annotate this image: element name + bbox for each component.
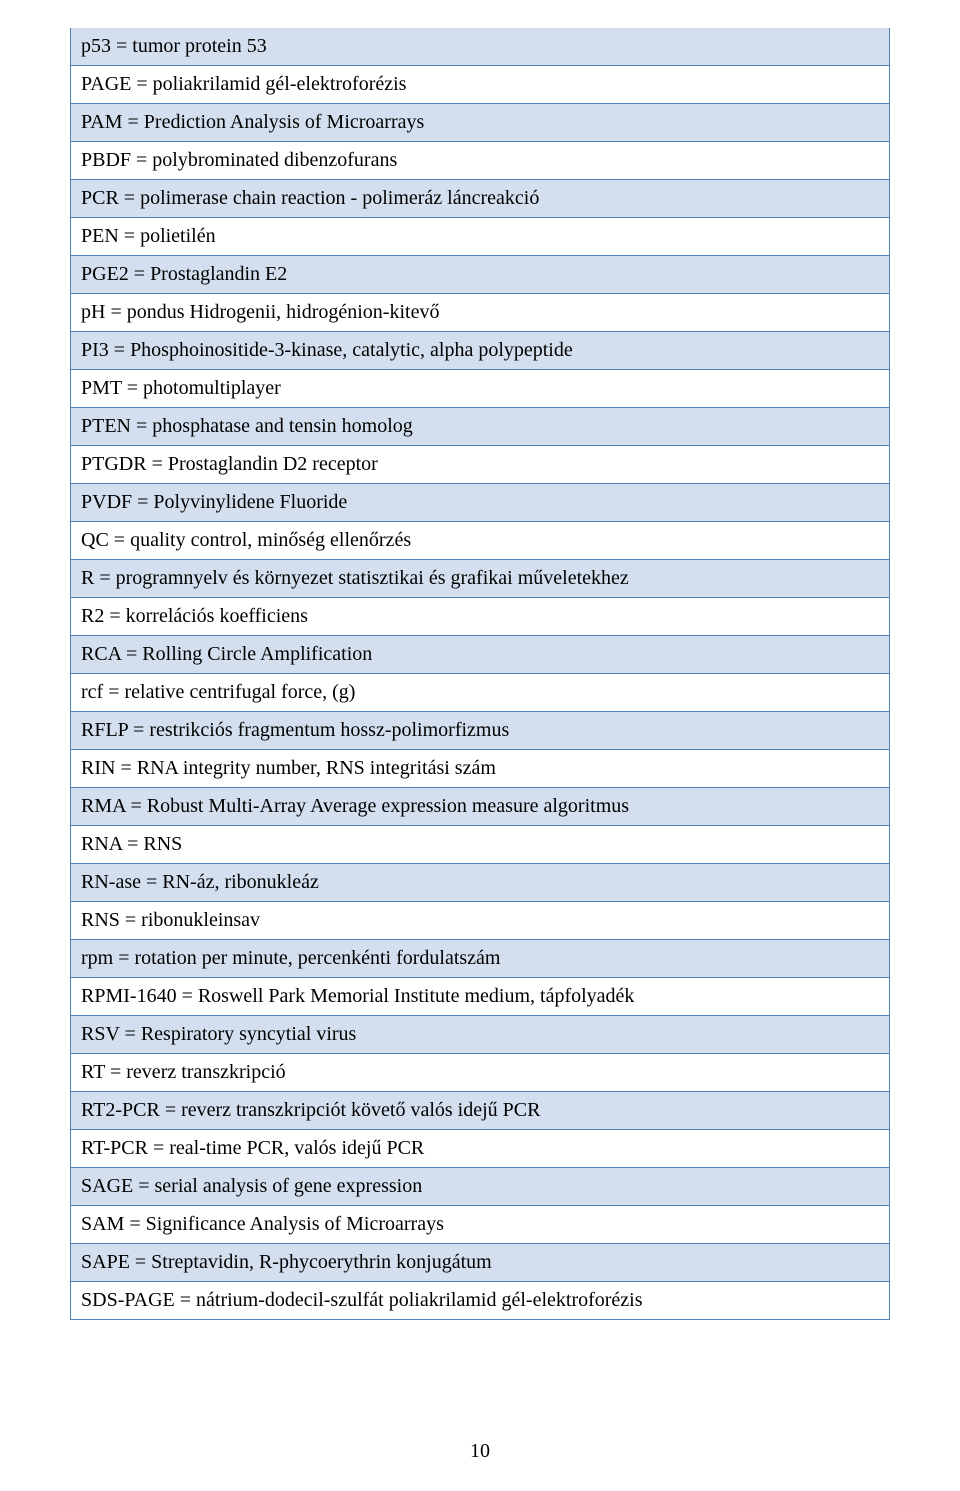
table-row: QC = quality control, minőség ellenőrzés bbox=[71, 521, 889, 559]
table-row: PBDF = polybrominated dibenzofurans bbox=[71, 141, 889, 179]
table-row: PTGDR = Prostaglandin D2 receptor bbox=[71, 445, 889, 483]
table-row: RT-PCR = real-time PCR, valós idejű PCR bbox=[71, 1129, 889, 1167]
table-row: R2 = korrelációs koefficiens bbox=[71, 597, 889, 635]
table-row: pH = pondus Hidrogenii, hidrogénion-kite… bbox=[71, 293, 889, 331]
abbreviation-table: p53 = tumor protein 53PAGE = poliakrilam… bbox=[70, 28, 890, 1320]
table-row: RIN = RNA integrity number, RNS integrit… bbox=[71, 749, 889, 787]
document-page: p53 = tumor protein 53PAGE = poliakrilam… bbox=[0, 0, 960, 1491]
page-number: 10 bbox=[0, 1440, 960, 1463]
table-row: RPMI-1640 = Roswell Park Memorial Instit… bbox=[71, 977, 889, 1015]
table-row: rcf = relative centrifugal force, (g) bbox=[71, 673, 889, 711]
table-row: PI3 = Phosphoinositide-3-kinase, catalyt… bbox=[71, 331, 889, 369]
table-row: RT = reverz transzkripció bbox=[71, 1053, 889, 1091]
table-row: RN-ase = RN-áz, ribonukleáz bbox=[71, 863, 889, 901]
table-row: RT2-PCR = reverz transzkripciót követő v… bbox=[71, 1091, 889, 1129]
table-row: PTEN = phosphatase and tensin homolog bbox=[71, 407, 889, 445]
table-row: PVDF = Polyvinylidene Fluoride bbox=[71, 483, 889, 521]
table-row: RFLP = restrikciós fragmentum hossz-poli… bbox=[71, 711, 889, 749]
table-row: RSV = Respiratory syncytial virus bbox=[71, 1015, 889, 1053]
table-row: RCA = Rolling Circle Amplification bbox=[71, 635, 889, 673]
table-row: PGE2 = Prostaglandin E2 bbox=[71, 255, 889, 293]
table-row: SDS-PAGE = nátrium-dodecil-szulfát polia… bbox=[71, 1281, 889, 1319]
table-row: R = programnyelv és környezet statisztik… bbox=[71, 559, 889, 597]
table-row: rpm = rotation per minute, percenkénti f… bbox=[71, 939, 889, 977]
table-row: RMA = Robust Multi-Array Average express… bbox=[71, 787, 889, 825]
table-row: PAGE = poliakrilamid gél-elektroforézis bbox=[71, 65, 889, 103]
table-row: SAGE = serial analysis of gene expressio… bbox=[71, 1167, 889, 1205]
table-row: PCR = polimerase chain reaction - polime… bbox=[71, 179, 889, 217]
table-row: SAM = Significance Analysis of Microarra… bbox=[71, 1205, 889, 1243]
table-row: RNA = RNS bbox=[71, 825, 889, 863]
table-row: PEN = polietilén bbox=[71, 217, 889, 255]
table-row: PMT = photomultiplayer bbox=[71, 369, 889, 407]
table-row: PAM = Prediction Analysis of Microarrays bbox=[71, 103, 889, 141]
table-row: p53 = tumor protein 53 bbox=[71, 28, 889, 65]
table-row: RNS = ribonukleinsav bbox=[71, 901, 889, 939]
table-row: SAPE = Streptavidin, R-phycoerythrin kon… bbox=[71, 1243, 889, 1281]
